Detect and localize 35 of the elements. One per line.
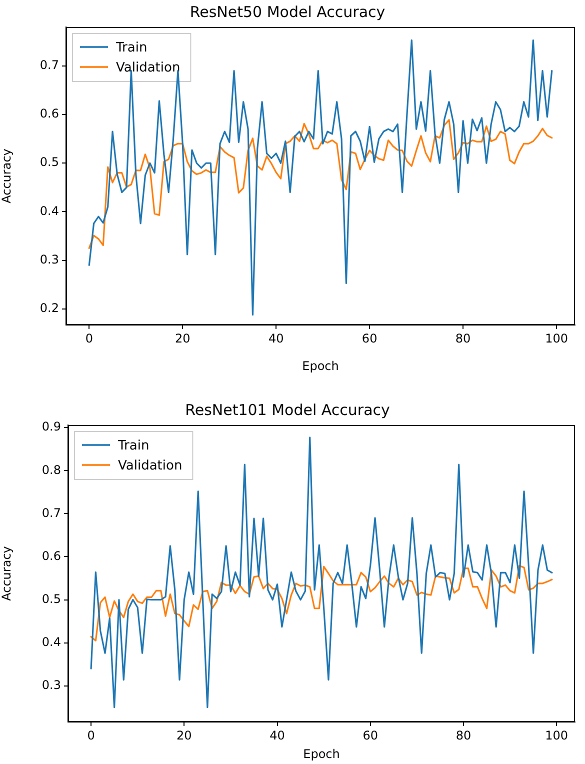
legend-label: Validation [118, 458, 182, 474]
y-tick-label: 0.3 [42, 678, 61, 692]
y-tick-label: 0.9 [42, 420, 61, 434]
legend-label: Train [117, 438, 150, 454]
legend-label: Train [115, 40, 148, 56]
x-axis-title: Epoch [303, 746, 340, 761]
x-axis-title: Epoch [302, 358, 339, 373]
x-tick-label: 20 [176, 728, 192, 742]
y-tick-label: 0.4 [42, 634, 61, 649]
y-axis-title: Accuracy [0, 546, 14, 601]
x-tick-label: 80 [455, 331, 471, 346]
y-tick-label: 0.5 [42, 592, 61, 606]
y-axis-title: Accuracy [0, 148, 14, 204]
x-tick-label: 60 [362, 331, 378, 346]
x-tick-label: 40 [268, 331, 284, 346]
y-tick-label: 0.7 [40, 58, 59, 72]
y-tick-label: 0.6 [40, 106, 59, 121]
x-tick-label: 40 [270, 728, 285, 742]
y-tick-label: 0.3 [40, 252, 59, 266]
y-tick-label: 0.6 [42, 548, 61, 563]
x-tick-label: 60 [362, 728, 378, 742]
y-tick-label: 0.5 [40, 155, 59, 170]
y-tick-label: 0.7 [42, 506, 61, 520]
x-tick-label: 100 [545, 728, 568, 742]
chart-title: ResNet101 Model Accuracy [185, 400, 390, 419]
y-tick-label: 0.8 [42, 462, 61, 477]
chart-title: ResNet50 Model Accuracy [190, 2, 386, 21]
x-tick-label: 0 [87, 728, 95, 742]
x-tick-label: 100 [545, 331, 568, 346]
y-tick-label: 0.2 [40, 301, 59, 316]
x-tick-label: 0 [85, 331, 93, 346]
x-tick-label: 80 [456, 728, 472, 742]
y-tick-label: 0.4 [40, 204, 59, 218]
x-tick-label: 20 [174, 331, 190, 346]
legend-label: Validation [116, 60, 180, 76]
